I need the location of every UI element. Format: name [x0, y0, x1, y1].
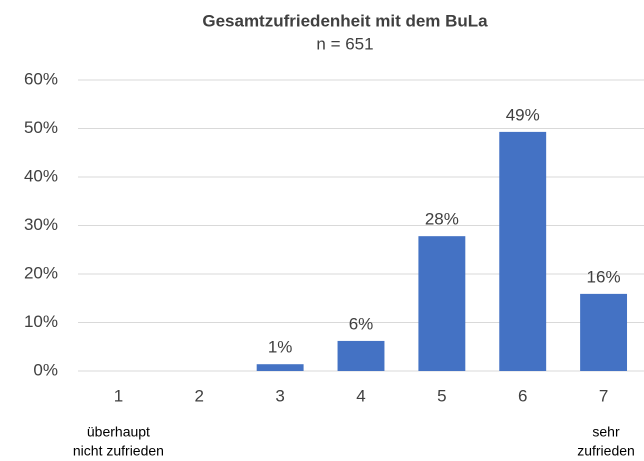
data-label: 28%	[425, 210, 459, 229]
bar	[337, 340, 385, 371]
x-tick-label: 6	[518, 386, 527, 405]
chart-title: Gesamtzufriedenheit mit dem BuLa	[202, 11, 488, 30]
x-tick-label: 2	[195, 386, 204, 405]
annotation: überhaupt	[87, 424, 150, 440]
annotation: sehr	[592, 424, 620, 440]
y-tick-label: 60%	[24, 69, 58, 88]
y-tick-label: 30%	[24, 215, 58, 234]
x-tick-label: 5	[437, 386, 446, 405]
x-tick-label: 1	[114, 386, 123, 405]
annotation: zufrieden	[577, 443, 635, 459]
x-tick-label: 4	[356, 386, 365, 405]
data-label: 49%	[506, 105, 540, 124]
y-tick-label: 0%	[33, 360, 58, 379]
x-tick-label: 7	[599, 386, 608, 405]
x-tick-label: 3	[275, 386, 284, 405]
annotation: nicht zufrieden	[73, 443, 164, 459]
bar	[580, 293, 628, 371]
y-tick-label: 40%	[24, 166, 58, 185]
chart-subtitle: n = 651	[316, 34, 373, 53]
bar	[256, 364, 304, 371]
bar	[499, 131, 547, 371]
y-tick-label: 10%	[24, 312, 58, 331]
data-label: 6%	[349, 314, 374, 333]
bar	[418, 236, 466, 371]
data-label: 16%	[587, 267, 621, 286]
y-tick-label: 20%	[24, 263, 58, 282]
y-tick-label: 50%	[24, 118, 58, 137]
data-label: 1%	[268, 338, 293, 357]
